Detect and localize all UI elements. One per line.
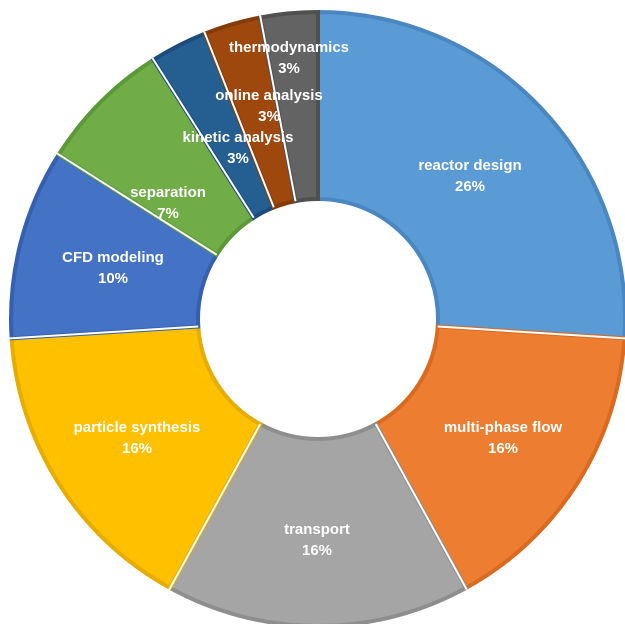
slice-label-cfd-modeling: CFD modeling xyxy=(62,249,164,266)
slice-cfd-modeling xyxy=(9,151,220,341)
slice-thermodynamics xyxy=(258,9,320,204)
slice-label-transport: transport xyxy=(284,521,350,538)
slice-value-transport: 16% xyxy=(302,542,332,559)
slice-separator xyxy=(374,423,468,591)
slice-label-multi-phase-flow: multi-phase flow xyxy=(444,419,563,436)
slice-value-reactor-design: 26% xyxy=(455,178,485,195)
slice-value-online-analysis: 3% xyxy=(258,108,280,125)
slice-separator xyxy=(168,423,262,591)
slice-value-particle-synthesis: 16% xyxy=(122,440,152,457)
slice-transport xyxy=(167,421,469,624)
slice-label-separation: separation xyxy=(130,184,206,201)
slice-multi-phase-flow xyxy=(373,324,625,591)
slice-value-thermodynamics: 3% xyxy=(278,60,300,77)
slice-particle-synthesis xyxy=(9,324,263,591)
slice-label-particle-synthesis: particle synthesis xyxy=(74,419,201,436)
slice-separator xyxy=(437,325,625,340)
labels-layer: reactor design 26% multi-phase flow 16% tran… xyxy=(62,39,562,559)
slice-value-multi-phase-flow: 16% xyxy=(488,440,518,457)
slice-reactor-design xyxy=(316,9,625,341)
slice-label-online-analysis: online analysis xyxy=(215,87,323,104)
slice-separator xyxy=(203,31,275,208)
slice-label-kinetic-analysis: kinetic analysis xyxy=(183,129,294,146)
slices-layer xyxy=(9,9,625,624)
slice-label-reactor-design: reactor design xyxy=(418,157,521,174)
slice-value-kinetic-analysis: 3% xyxy=(227,150,249,167)
slice-separator xyxy=(259,15,297,202)
slice-value-cfd-modeling: 10% xyxy=(98,270,128,287)
slice-separator xyxy=(9,325,199,340)
slice-label-thermodynamics: thermodynamics xyxy=(229,39,349,56)
slice-separator xyxy=(56,152,218,256)
slice-separator xyxy=(151,57,255,219)
slice-value-separation: 7% xyxy=(157,205,179,222)
